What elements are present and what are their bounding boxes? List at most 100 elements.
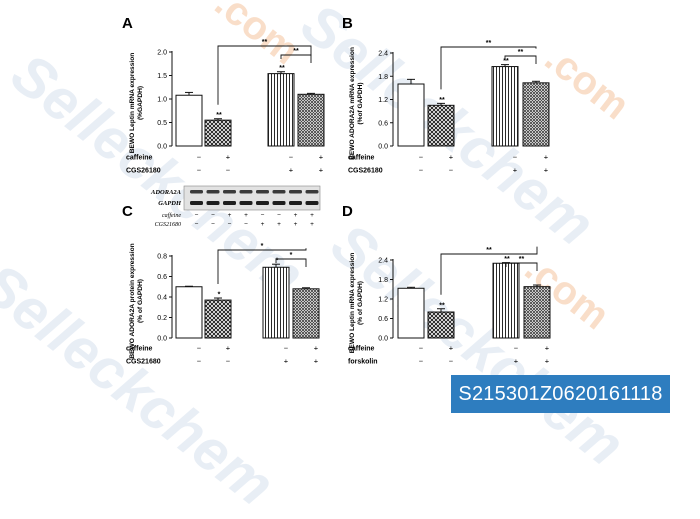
blot-band-adora2a <box>206 190 220 194</box>
blot-lane-mark: + <box>310 221 314 228</box>
y-tick-label: 1.2 <box>378 297 388 304</box>
condition-mark: − <box>284 344 289 353</box>
condition-mark: + <box>284 357 289 366</box>
blot-band-gapdh <box>256 201 269 205</box>
significance-star: ** <box>504 256 510 263</box>
y-tick-label: 1.8 <box>378 277 388 284</box>
bracket-label: ** <box>486 40 492 47</box>
significance-bracket <box>505 262 538 271</box>
bar-combination <box>292 288 320 339</box>
significance-star: ** <box>439 97 445 104</box>
blot-band-adora2a <box>272 190 286 194</box>
blot-band-gapdh <box>305 201 319 205</box>
panel-letter: D <box>342 203 353 220</box>
significance-bracket <box>440 246 538 295</box>
condition-mark: − <box>226 357 231 366</box>
bar-combination <box>297 93 325 147</box>
bracket-label: ** <box>293 48 299 55</box>
condition-label: CGS26180 <box>348 168 383 175</box>
condition-mark: + <box>314 357 319 366</box>
condition-mark: + <box>319 153 324 162</box>
blot-band-adora2a <box>239 190 253 194</box>
bracket-label: * <box>261 243 264 250</box>
blot-lane-mark: + <box>244 212 248 219</box>
catalog-id-badge: S215301Z0620161118 <box>451 375 670 413</box>
blot-lane-mark: + <box>277 221 281 228</box>
panel-c: C 0.0 0.2 0.4 0.6 0.8 BEWO ADORA2A protein exp… <box>122 203 320 366</box>
blot-lane-mark: + <box>261 221 265 228</box>
blot-membrane <box>183 185 321 211</box>
blot-band-adora2a <box>256 190 269 194</box>
y-tick-label: 0.5 <box>157 120 167 127</box>
significance-bracket <box>280 54 312 63</box>
condition-label: caffeine <box>126 346 153 353</box>
significance-star: ** <box>279 65 285 72</box>
bracket-label: ** <box>518 49 524 56</box>
significance-star: ** <box>216 112 222 119</box>
bar-treatment-2 <box>267 73 295 147</box>
condition-mark: + <box>513 166 518 175</box>
condition-label: forskolin <box>348 359 378 366</box>
y-axis-label: BEWO ADORA2A protein expression(% of GAP… <box>129 243 144 358</box>
bar-treatment-1 <box>204 119 232 147</box>
condition-label: caffeine <box>348 346 375 353</box>
condition-mark: + <box>226 153 231 162</box>
bracket-label: ** <box>262 39 268 46</box>
significance-bracket <box>504 55 537 64</box>
condition-label: caffeine <box>348 155 375 162</box>
bracket-label: * <box>290 252 293 259</box>
blot-band-gapdh <box>223 201 236 205</box>
blot-band-gapdh <box>239 201 253 205</box>
bar-treatment-2 <box>491 66 519 147</box>
bar-treatment-2 <box>262 266 290 339</box>
blot-lane-mark: − <box>228 221 232 228</box>
y-tick-label: 2.4 <box>378 51 388 58</box>
bracket-label: ** <box>519 256 525 263</box>
y-tick-label: 0.8 <box>157 254 167 261</box>
significance-bracket <box>217 248 307 285</box>
bar-combination <box>522 82 550 147</box>
significance-star: * <box>276 258 279 265</box>
figure: A 0.0 0.5 1.0 1.5 2.0 BEWO Leptin mRNA express… <box>122 15 551 366</box>
condition-mark: − <box>289 153 294 162</box>
blot-lane-mark: − <box>277 212 281 219</box>
condition-mark: + <box>545 344 550 353</box>
bracket-label: ** <box>486 247 492 254</box>
panel-letter: B <box>342 15 353 32</box>
condition-mark: + <box>449 153 454 162</box>
condition-mark: − <box>197 357 202 366</box>
blot-lane-mark: − <box>211 221 215 228</box>
bar-combination <box>523 286 551 339</box>
bar-control <box>397 287 425 339</box>
y-tick-label: 1.5 <box>157 73 167 80</box>
condition-mark: − <box>419 344 424 353</box>
condition-mark: + <box>544 153 549 162</box>
y-tick-label: 2.0 <box>157 50 167 57</box>
significance-bracket <box>440 46 537 90</box>
y-tick-label: 2.4 <box>378 258 388 265</box>
condition-mark: + <box>545 357 550 366</box>
significance-star: ** <box>503 58 509 65</box>
bar-treatment-1 <box>427 311 455 339</box>
blot-lane-mark: + <box>310 212 314 219</box>
panel-b: B 0.0 0.6 1.2 1.8 2.4 BEWO ADORA2A mRNA expres… <box>342 15 550 175</box>
significance-bracket <box>275 258 307 267</box>
blot-lane-mark: − <box>195 221 199 228</box>
condition-mark: + <box>544 166 549 175</box>
y-axis-label: BEWO ADORA2A mRNA expression(%of GAPDH) <box>349 47 364 160</box>
blot-band-label: ADORA2A <box>150 189 182 196</box>
bar-control <box>175 286 203 339</box>
blot-lane-mark: − <box>195 212 199 219</box>
significance-star: ** <box>439 302 445 309</box>
blot-band-gapdh <box>206 201 220 205</box>
blot-row-label: caffeine <box>162 212 181 219</box>
blot-lane-mark: − <box>261 212 265 219</box>
condition-mark: − <box>419 166 424 175</box>
bar-treatment-2 <box>492 262 520 339</box>
condition-mark: − <box>419 357 424 366</box>
blot-band-gapdh <box>272 201 286 205</box>
blot-band-adora2a <box>289 190 302 194</box>
y-tick-label: 0.6 <box>157 274 167 281</box>
condition-label: CGS21680 <box>126 359 161 366</box>
panel-a: A 0.0 0.5 1.0 1.5 2.0 BEWO Leptin mRNA express… <box>122 15 325 175</box>
